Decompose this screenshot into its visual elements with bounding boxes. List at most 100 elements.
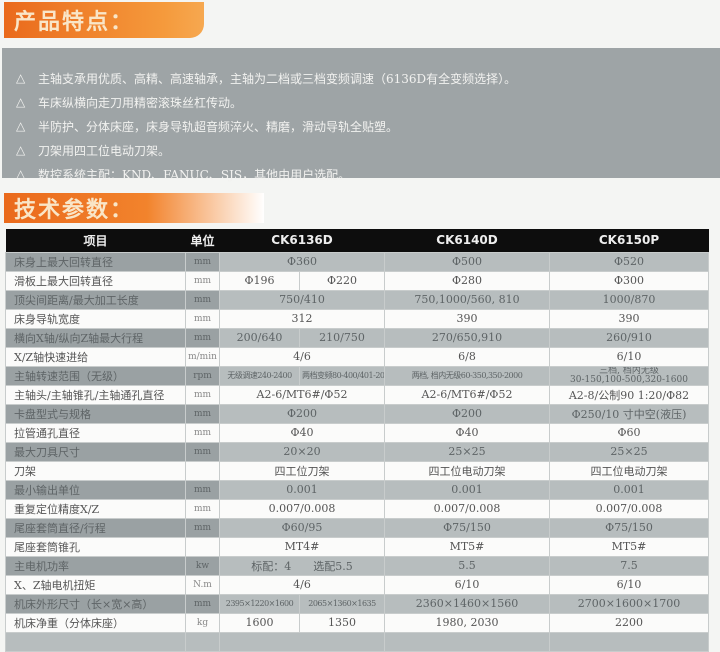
spec-unit: kw <box>185 555 220 576</box>
spec-unit <box>185 536 220 557</box>
ck6136d-value: MT4# <box>219 536 385 557</box>
spec-name: 最小输出单位 <box>5 479 186 500</box>
ck6140d-value: 0.001 <box>384 479 550 500</box>
table-row: X/Z轴快速进给 m/min 4/6 6/8 6/10 <box>5 346 709 367</box>
spec-unit: rpm <box>185 365 220 386</box>
spec-name: X/Z轴快速进给 <box>5 346 186 367</box>
table-row: 拉管通孔直径 mm Φ40 Φ40 Φ60 <box>5 422 709 443</box>
ck6150p-value: 四工位电动刀架 <box>549 460 709 481</box>
table-row: 主轴头/主轴锥孔/主轴通孔直径 mm A2-6/MT6#/Φ52 A2-6/MT6#/… <box>5 384 709 405</box>
spec-name: 床身上最大回转直径 <box>5 251 186 272</box>
triangle-bullet-icon: △ <box>16 95 26 109</box>
ck6136d-value: 4/6 <box>219 574 385 595</box>
ck6136d-value-1: 1600 <box>219 612 300 633</box>
ck6140d-value: Φ500 <box>384 251 550 272</box>
spec-unit: mm <box>185 270 220 291</box>
feature-text: 车床纵横向走刀用精密滚珠丝杠传动。 <box>38 95 243 110</box>
ck6136d-value: A2-6/MT6#/Φ52 <box>219 384 385 405</box>
table-row: 重复定位精度X/Z mm 0.007/0.008 0.007/0.008 0.007/0… <box>5 498 709 519</box>
ck6136d-value: 312 <box>219 308 385 329</box>
table-row: 横向X轴/纵向Z轴最大行程 mm 200/640 210/750 270/650,910… <box>5 327 709 348</box>
table-row: 床身导轨宽度 mm 312 390 390 <box>5 308 709 329</box>
ck6150p-value: 0.007/0.008 <box>549 498 709 519</box>
triangle-bullet-icon: △ <box>16 143 26 157</box>
triangle-bullet-icon: △ <box>16 167 26 181</box>
table-row: 机床外形尺寸（长×宽×高） mm 2395×1220×1600 2065×1360×1… <box>5 593 709 614</box>
spec-unit: mm <box>185 384 220 405</box>
ck6140d-value: Φ75/150 <box>384 517 550 538</box>
ck6140d-value: MT5# <box>384 536 550 557</box>
spec-unit: mm <box>185 479 220 500</box>
feature-item: △ 车床纵横向走刀用精密滚珠丝杠传动。 <box>2 90 720 114</box>
table-row: 卡盘型式与规格 mm Φ200 Φ200 Φ250/10 寸中空(液压) <box>5 403 709 424</box>
header-ck6150p: CK6150P <box>549 229 709 252</box>
triangle-bullet-icon: △ <box>16 119 26 133</box>
specs-heading: 技术参数： <box>4 193 264 223</box>
feature-item: △ 半防护、分体床座，床身导轨超音频淬火、精磨，滑动导轨全贴塑。 <box>2 114 720 138</box>
ck6140d-value: 两档, 档内无级60-350,350-2000 <box>384 365 550 386</box>
ck6150p-value: Φ60 <box>549 422 709 443</box>
spec-unit: m/min <box>185 346 220 367</box>
features-panel: △ 主轴支承用优质、高精、高速轴承，主轴为二档或三档变频调速（6136D有全变频选… <box>2 48 720 182</box>
ck6150p-value: 三档, 档内无级 30-150,100-500,320-1600 <box>549 365 709 386</box>
spec-name: 主电机功率 <box>5 555 186 576</box>
spec-unit: mm <box>185 289 220 310</box>
spec-unit: mm <box>185 517 220 538</box>
ck6150p-value: 1000/870 <box>549 289 709 310</box>
spec-unit: kg <box>185 612 220 633</box>
ck6136d-value: Φ60/95 <box>219 517 385 538</box>
spec-name: 横向X轴/纵向Z轴最大行程 <box>5 327 186 348</box>
spec-unit: N.m <box>185 574 220 595</box>
ck6150p-value: 2700×1600×1700 <box>549 593 709 614</box>
table-row: 床身上最大回转直径 mm Φ360 Φ500 Φ520 <box>5 251 709 272</box>
ck6136d-value: 0.007/0.008 <box>219 498 385 519</box>
spec-name: 滑板上最大回转直径 <box>5 270 186 291</box>
ck6140d-value: 1980, 2030 <box>384 612 550 633</box>
spec-name: 床身导轨宽度 <box>5 308 186 329</box>
ck6136d-value-1: 200/640 <box>219 327 300 348</box>
ck6136d-value: 20×20 <box>219 441 385 462</box>
spec-name: 最大刀具尺寸 <box>5 441 186 462</box>
ck6150p-value: 7.5 <box>549 555 709 576</box>
ck6140d-value: 5.5 <box>384 555 550 576</box>
spec-unit: mm <box>185 251 220 272</box>
ck6140d-value: 25×25 <box>384 441 550 462</box>
table-row: 尾座套筒锥孔 MT4# MT5# MT5# <box>5 536 709 557</box>
spec-unit: mm <box>185 498 220 519</box>
header-ck6140d: CK6140D <box>384 229 550 252</box>
ck6140d-value: A2-6/MT6#/Φ52 <box>384 384 550 405</box>
ck6150p-value: 6/10 <box>549 346 709 367</box>
table-row: 最小输出单位 mm 0.001 0.001 0.001 <box>5 479 709 500</box>
table-row: 滑板上最大回转直径 mm Φ196 Φ220 Φ280 Φ300 <box>5 270 709 291</box>
feature-text: 主轴支承用优质、高精、高速轴承，主轴为二档或三档变频调速（6136D有全变频选择… <box>38 71 517 86</box>
spec-unit: mm <box>185 593 220 614</box>
ck6136d-value-2: 210/750 <box>299 327 385 348</box>
spec-name: 主轴头/主轴锥孔/主轴通孔直径 <box>5 384 186 405</box>
ck6136d-value-1: Φ196 <box>219 270 300 291</box>
feature-item: △ 刀架用四工位电动刀架。 <box>2 138 720 162</box>
ck6150p-value: 390 <box>549 308 709 329</box>
spec-name: 尾座套筒直径/行程 <box>5 517 186 538</box>
spec-name: 拉管通孔直径 <box>5 422 186 443</box>
feature-text: 半防护、分体床座，床身导轨超音频淬火、精磨，滑动导轨全贴塑。 <box>38 119 399 134</box>
table-header-row: 项目 单位 CK6136D CK6140D CK6150P <box>5 229 709 252</box>
ck6136d-value: 750/410 <box>219 289 385 310</box>
spec-unit: mm <box>185 403 220 424</box>
table-row: 刀架 四工位刀架 四工位电动刀架 四工位电动刀架 <box>5 460 709 481</box>
ck6136d-value: 四工位刀架 <box>219 460 385 481</box>
feature-item: △ 数控系统主配：KND、FANUC、SJS，其他由用户选配。 <box>2 162 720 186</box>
ck6136d-value-2: 2065×1360×1635 <box>299 593 385 614</box>
table-row: 主电机功率 kw 标配：4 选配5.5 5.5 7.5 <box>5 555 709 576</box>
table-row: X、Z轴电机扭矩 N.m 4/6 6/10 6/10 <box>5 574 709 595</box>
spec-unit: mm <box>185 422 220 443</box>
ck6150p-value: A2-8/公制90 1:20/Φ82 <box>549 384 709 405</box>
ck6136d-value-2: 两档变频80-400/401-2000 <box>299 365 385 386</box>
ck6150p-value: 2200 <box>549 612 709 633</box>
spec-unit: mm <box>185 308 220 329</box>
ck6140d-value: 2360×1460×1560 <box>384 593 550 614</box>
ck6136d-value-1: 无级调速240-2400 <box>219 365 300 386</box>
ck6136d-value-2: 1350 <box>299 612 385 633</box>
spec-name: X、Z轴电机扭矩 <box>5 574 186 595</box>
ck6150p-value-line1: 三档, 档内无级 <box>599 366 659 376</box>
header-unit: 单位 <box>185 229 220 252</box>
